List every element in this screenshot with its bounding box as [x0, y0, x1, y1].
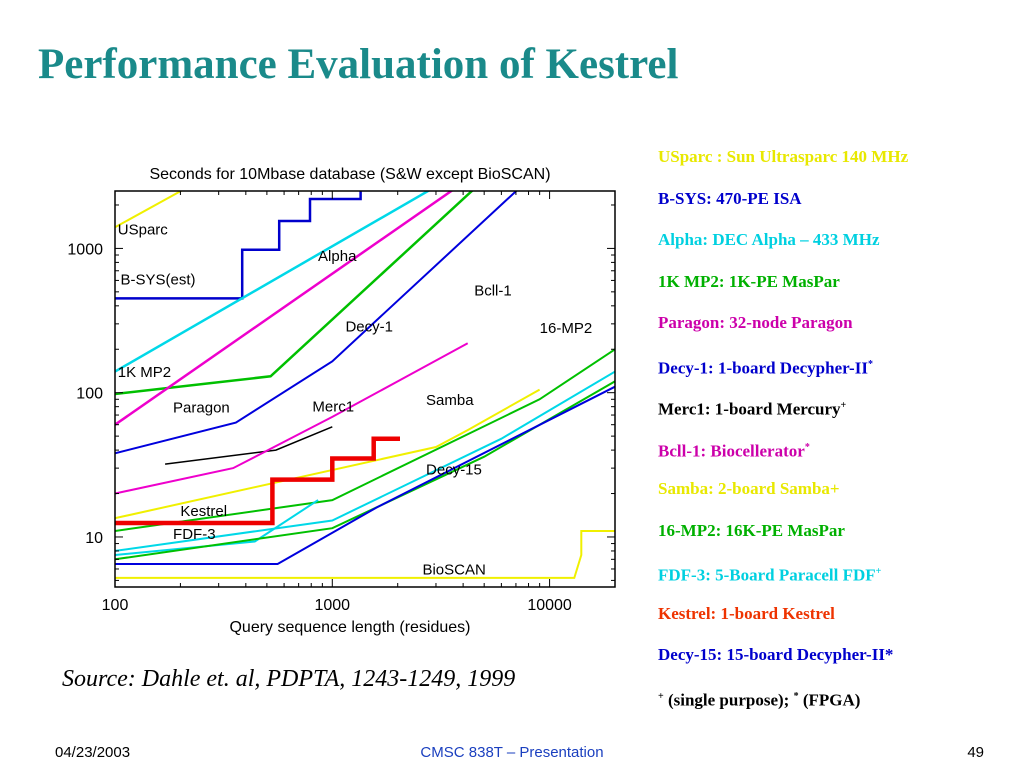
- legend-item: Decy-1: 1-board Decypher-II*: [658, 358, 873, 378]
- series-label: Decy-15: [426, 462, 482, 479]
- series-line: [115, 191, 362, 300]
- series-label: BioSCAN: [422, 561, 485, 578]
- footer-page-number: 49: [967, 744, 984, 761]
- series-line: [115, 191, 431, 373]
- series-line: [115, 436, 400, 526]
- legend-item: + (single purpose); * (FPGA): [658, 690, 861, 710]
- series-line: [115, 388, 541, 520]
- series-line: [115, 385, 615, 565]
- footer-date: 04/23/2003: [55, 744, 131, 761]
- x-axis-label: Query sequence length (residues): [229, 619, 470, 636]
- x-tick-label: 100: [102, 597, 129, 614]
- slide-title: Performance Evaluation of Kestrel: [38, 41, 679, 88]
- y-tick-label: 100: [76, 386, 103, 403]
- y-tick-label: 10: [85, 530, 103, 547]
- legend-item: USparc : Sun Ultrasparc 140 MHz: [658, 147, 909, 166]
- series-line: [115, 348, 615, 532]
- series-label: Kestrel: [180, 503, 227, 520]
- source-citation: Source: Dahle et. al, PDPTA, 1243-1249, …: [62, 666, 516, 692]
- series-label: Samba: [426, 392, 474, 409]
- series-label: B-SYS(est): [120, 272, 195, 289]
- legend-item: Paragon: 32-node Paragon: [658, 313, 853, 332]
- series-label: USparc: [118, 221, 169, 238]
- legend-item: Decy-15: 15-board Decypher-II*: [658, 645, 894, 664]
- legend-item: Merc1: 1-board Mercury+: [658, 399, 847, 419]
- series-line: [115, 191, 518, 455]
- footer-course: CMSC 838T – Presentation: [420, 744, 604, 761]
- performance-chart: Seconds for 10Mbase database (S&W except…: [67, 166, 616, 636]
- series-line: [115, 530, 615, 579]
- x-tick-label: 1000: [314, 597, 350, 614]
- chart-title: Seconds for 10Mbase database (S&W except…: [149, 166, 550, 183]
- series-line: [115, 191, 454, 426]
- series-label: Bcll-1: [474, 283, 512, 300]
- legend-item: FDF-3: 5-Board Paracell FDF+: [658, 565, 882, 585]
- legend: USparc : Sun Ultrasparc 140 MHz B-SYS: 47…: [658, 146, 1018, 727]
- legend-item: B-SYS: 470-PE ISA: [658, 188, 802, 208]
- legend-item: Samba: 2-board Samba+: [658, 479, 840, 498]
- series-label: 1K MP2: [118, 364, 171, 381]
- series-label: Merc1: [312, 399, 354, 416]
- series-label: Paragon: [173, 399, 230, 416]
- legend-item: Bcll-1: Biocellerator*: [658, 441, 810, 461]
- x-tick-label: 10000: [527, 597, 572, 614]
- series-label: Alpha: [318, 248, 357, 265]
- series-label: 16-MP2: [540, 320, 593, 337]
- series-line: [115, 499, 319, 556]
- series-line: [115, 370, 615, 552]
- y-tick-label: 1000: [67, 241, 103, 258]
- series-line: [165, 426, 333, 465]
- series-line: [115, 342, 469, 495]
- legend-item: 16-MP2: 16K-PE MasPar: [658, 520, 845, 540]
- legend-item: 1K MP2: 1K-PE MasPar: [658, 271, 840, 291]
- legend-item: Kestrel: 1-board Kestrel: [658, 603, 835, 623]
- legend-item: Alpha: DEC Alpha – 433 MHz: [658, 230, 880, 249]
- plot-frame: [114, 190, 616, 588]
- series-label: Decy-1: [345, 319, 393, 336]
- series-line: [115, 191, 183, 229]
- series-label: FDF-3: [173, 526, 216, 543]
